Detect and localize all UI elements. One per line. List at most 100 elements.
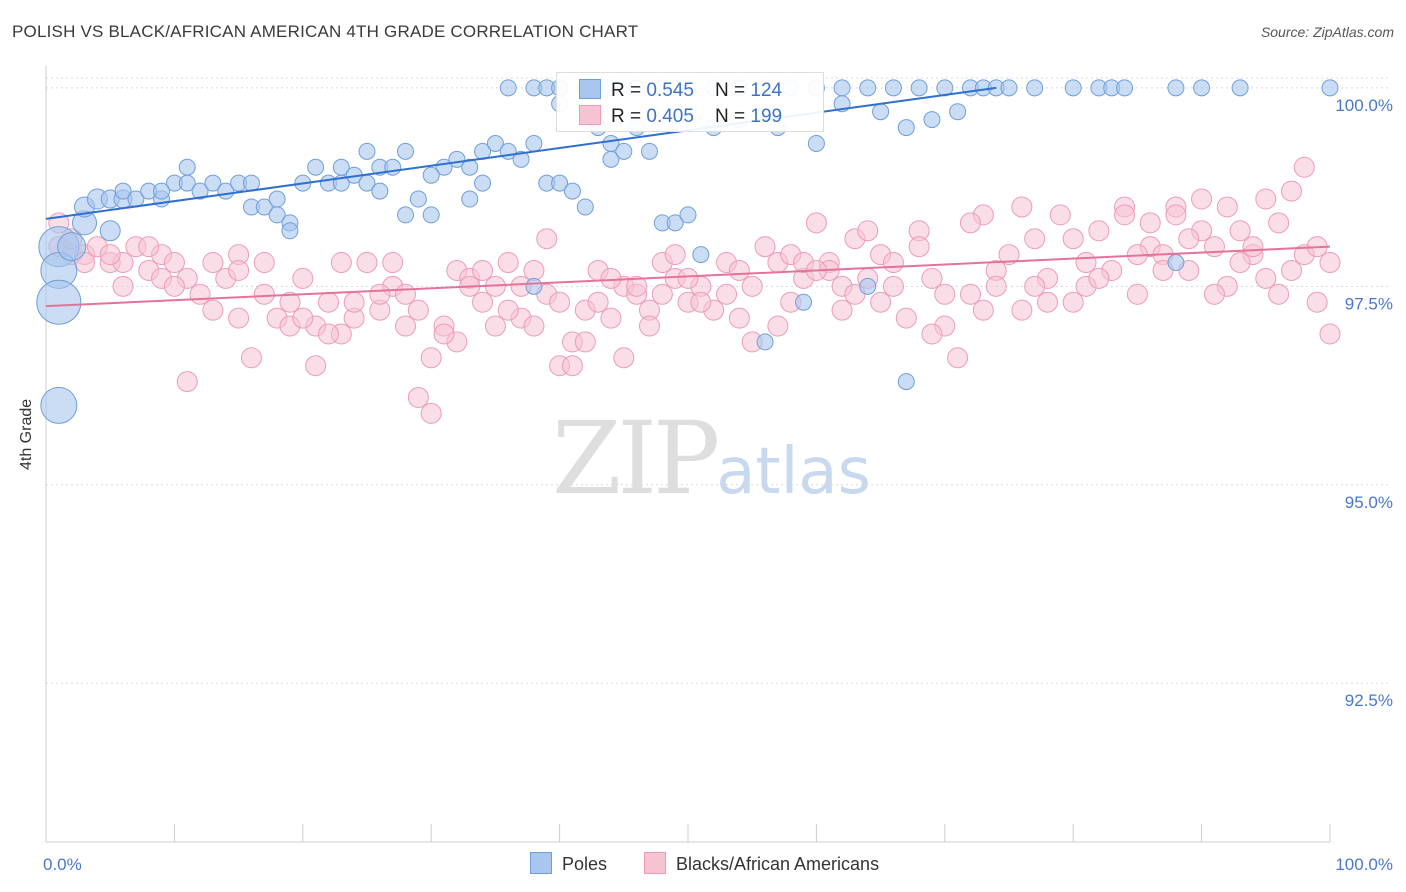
data-point-poles bbox=[486, 134, 504, 152]
y-tick-label: 95.0% bbox=[1345, 493, 1393, 512]
data-point-blacks bbox=[959, 212, 981, 234]
data-point-blacks bbox=[163, 275, 185, 297]
data-point-blacks bbox=[1011, 299, 1033, 321]
data-point-poles bbox=[1193, 79, 1211, 97]
legend-r-value: 0.545 bbox=[646, 80, 694, 101]
data-point-poles bbox=[1167, 79, 1185, 97]
data-point-blacks bbox=[600, 267, 622, 289]
data-point-blacks bbox=[831, 299, 853, 321]
data-point-blacks bbox=[754, 236, 776, 258]
data-point-blacks bbox=[1280, 180, 1302, 202]
data-point-poles bbox=[576, 198, 594, 216]
data-point-blacks bbox=[112, 275, 134, 297]
data-point-blacks bbox=[959, 283, 981, 305]
data-point-poles bbox=[422, 166, 440, 184]
watermark-atlas: atlas bbox=[716, 435, 871, 509]
data-point-blacks bbox=[908, 236, 930, 258]
data-point-poles bbox=[178, 158, 196, 176]
data-point-blacks bbox=[1049, 204, 1071, 226]
chart-title: POLISH VS BLACK/AFRICAN AMERICAN 4TH GRA… bbox=[12, 22, 639, 41]
data-point-blacks bbox=[728, 259, 750, 281]
data-point-blacks bbox=[279, 291, 301, 313]
data-point-poles bbox=[640, 142, 658, 160]
data-point-blacks bbox=[228, 307, 250, 329]
data-point-poles bbox=[371, 182, 389, 200]
data-point-poles bbox=[884, 79, 902, 97]
source-label: Source: ZipAtlas.com bbox=[1260, 24, 1394, 40]
data-point-blacks bbox=[1216, 196, 1238, 218]
y-tick-label: 97.5% bbox=[1345, 294, 1393, 313]
data-point-blacks bbox=[163, 252, 185, 274]
y-tick-label: 92.5% bbox=[1345, 691, 1393, 710]
data-point-blacks bbox=[189, 283, 211, 305]
data-point-poles bbox=[358, 142, 376, 160]
legend-r-value: 0.405 bbox=[646, 106, 694, 127]
data-point-blacks bbox=[574, 331, 596, 353]
data-point-blacks bbox=[99, 244, 121, 266]
data-point-blacks bbox=[1242, 236, 1264, 258]
data-point-poles bbox=[474, 174, 492, 192]
legend-row-blacks: R = 0.405 N = 199 bbox=[579, 105, 782, 127]
data-point-poles bbox=[268, 190, 286, 208]
data-point-blacks bbox=[664, 244, 686, 266]
data-point-blacks bbox=[305, 355, 327, 377]
data-point-poles bbox=[36, 279, 82, 325]
data-point-poles bbox=[204, 174, 222, 192]
data-point-blacks bbox=[1280, 259, 1302, 281]
data-point-poles bbox=[397, 206, 415, 224]
data-point-poles bbox=[897, 373, 915, 391]
data-point-blacks bbox=[343, 291, 365, 313]
data-point-blacks bbox=[882, 252, 904, 274]
legend-item-blacks: Blacks/African Americans bbox=[644, 852, 879, 875]
data-point-blacks bbox=[561, 355, 583, 377]
data-point-poles bbox=[1321, 79, 1339, 97]
data-point-poles bbox=[461, 158, 479, 176]
legend-swatch-blacks bbox=[644, 852, 666, 874]
data-point-blacks bbox=[1165, 204, 1187, 226]
data-point-poles bbox=[384, 158, 402, 176]
data-point-blacks bbox=[741, 275, 763, 297]
data-point-poles bbox=[191, 182, 209, 200]
data-point-blacks bbox=[202, 299, 224, 321]
data-point-blacks bbox=[176, 371, 198, 393]
trend-lines bbox=[45, 86, 1331, 308]
data-point-poles bbox=[499, 79, 517, 97]
data-point-poles bbox=[923, 111, 941, 129]
legend-n-value: 124 bbox=[750, 80, 783, 101]
data-point-poles bbox=[795, 293, 813, 311]
data-point-blacks bbox=[728, 307, 750, 329]
data-point-blacks bbox=[1062, 291, 1084, 313]
legend-item-poles: Poles bbox=[530, 852, 607, 875]
data-point-blacks bbox=[407, 299, 429, 321]
data-point-blacks bbox=[1306, 291, 1328, 313]
data-point-blacks bbox=[472, 291, 494, 313]
data-point-poles bbox=[525, 277, 543, 295]
data-point-blacks bbox=[1203, 283, 1225, 305]
data-point-poles bbox=[57, 232, 87, 262]
data-point-blacks bbox=[253, 252, 275, 274]
data-point-poles bbox=[910, 79, 928, 97]
data-point-blacks bbox=[497, 299, 519, 321]
axes bbox=[45, 66, 1331, 843]
data-point-blacks bbox=[382, 252, 404, 274]
data-point-blacks bbox=[536, 228, 558, 250]
data-point-blacks bbox=[1075, 252, 1097, 274]
trendline-blacks bbox=[45, 245, 1331, 308]
legend-label-blacks: Blacks/African Americans bbox=[676, 854, 880, 874]
data-point-blacks bbox=[677, 267, 699, 289]
data-point-poles bbox=[756, 333, 774, 351]
data-point-poles bbox=[332, 158, 350, 176]
data-point-blacks bbox=[626, 275, 648, 297]
data-point-blacks bbox=[240, 347, 262, 369]
data-point-blacks bbox=[921, 323, 943, 345]
data-point-blacks bbox=[420, 347, 442, 369]
data-point-blacks bbox=[472, 259, 494, 281]
legend-r-label: R = bbox=[611, 80, 647, 101]
data-point-poles bbox=[242, 174, 260, 192]
data-point-blacks bbox=[433, 323, 455, 345]
data-point-blacks bbox=[1255, 267, 1277, 289]
data-point-poles bbox=[666, 214, 684, 232]
data-point-blacks bbox=[1037, 291, 1059, 313]
data-point-blacks bbox=[895, 307, 917, 329]
data-point-blacks bbox=[292, 267, 314, 289]
